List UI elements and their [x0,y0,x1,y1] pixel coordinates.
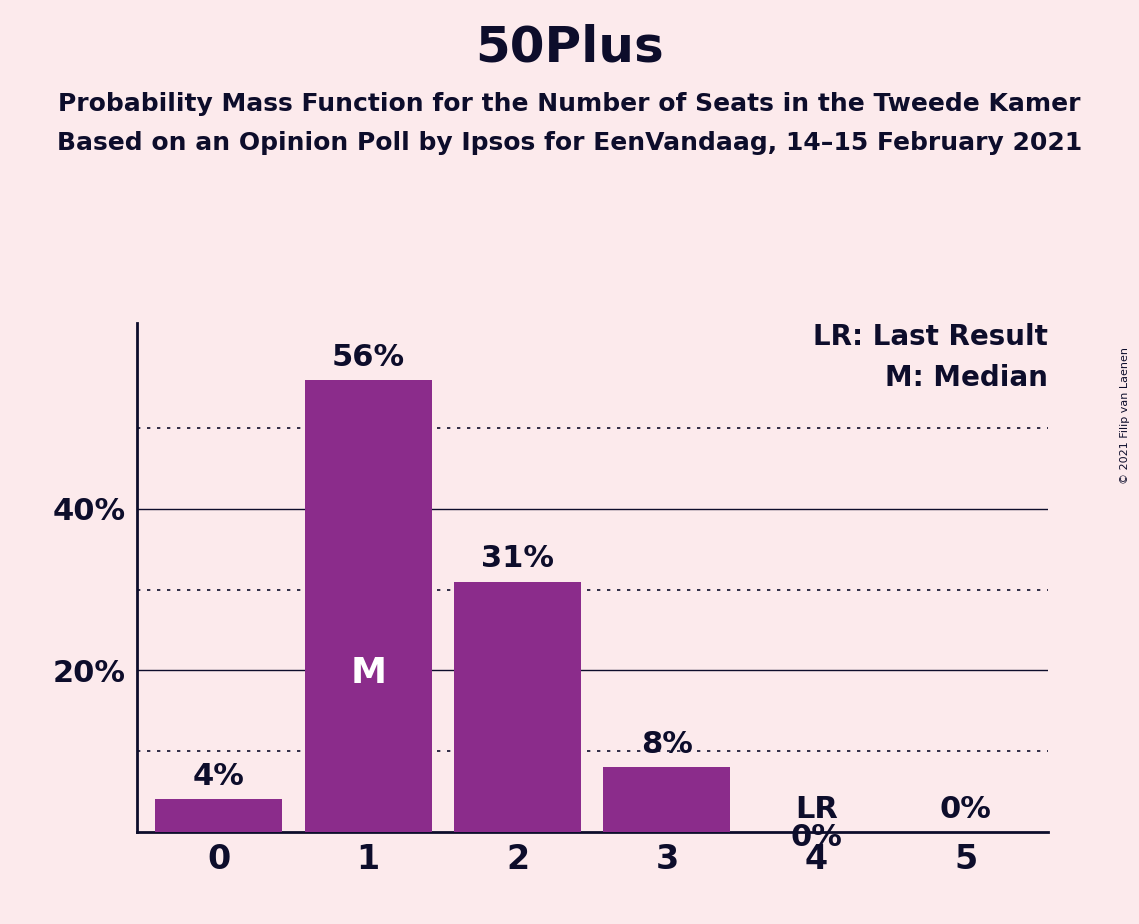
Text: 8%: 8% [641,730,693,759]
Text: Probability Mass Function for the Number of Seats in the Tweede Kamer: Probability Mass Function for the Number… [58,92,1081,116]
Text: 4%: 4% [192,762,245,791]
Text: 56%: 56% [331,343,404,371]
Text: M: M [350,656,386,690]
Bar [454,581,581,832]
Text: 0%: 0% [940,795,992,823]
Text: 50Plus: 50Plus [475,23,664,71]
Bar [604,767,730,832]
Text: LR: Last Result: LR: Last Result [813,323,1048,351]
Text: LR: LR [795,795,838,823]
Bar [155,799,282,832]
Text: M: Median: M: Median [885,364,1048,392]
Text: Based on an Opinion Poll by Ipsos for EenVandaag, 14–15 February 2021: Based on an Opinion Poll by Ipsos for Ee… [57,131,1082,155]
Text: 31%: 31% [481,544,554,574]
Text: © 2021 Filip van Laenen: © 2021 Filip van Laenen [1121,347,1130,484]
Text: 0%: 0% [790,822,842,852]
Bar [305,380,432,832]
